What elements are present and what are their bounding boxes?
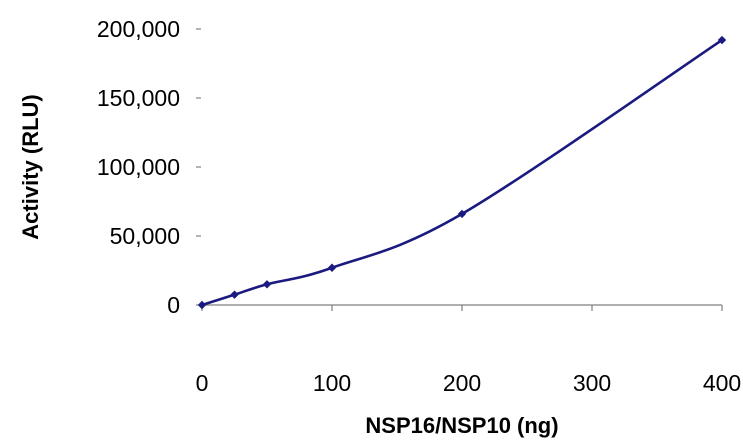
y-axis-title: Activity (RLU) [18,94,43,239]
y-tick-label: 50,000 [110,223,180,249]
y-tick-label: 150,000 [97,85,180,111]
data-point-marker [262,280,272,289]
x-tick-label: 300 [573,370,611,396]
x-tick-label: 400 [703,370,741,396]
y-axis-ticks: 0 50,000 100,000 150,000 200,000 [97,16,201,318]
data-point-marker [230,290,239,299]
y-tick-label: 0 [167,292,180,318]
data-point-marker [717,35,727,45]
data-point-marker [457,209,467,219]
data-point-marker [197,300,207,310]
series-line [201,38,723,307]
series-layer [197,35,727,310]
y-tick-label: 100,000 [97,154,180,180]
data-point-marker [327,263,337,272]
x-tick-label: 0 [196,370,209,396]
y-tick-label: 200,000 [97,16,180,42]
x-tick-label: 100 [313,370,351,396]
x-axis-title: NSP16/NSP10 (ng) [365,413,558,438]
x-tick-label: 200 [443,370,481,396]
x-axis-ticks: 0 100 200 300 400 [196,305,741,396]
